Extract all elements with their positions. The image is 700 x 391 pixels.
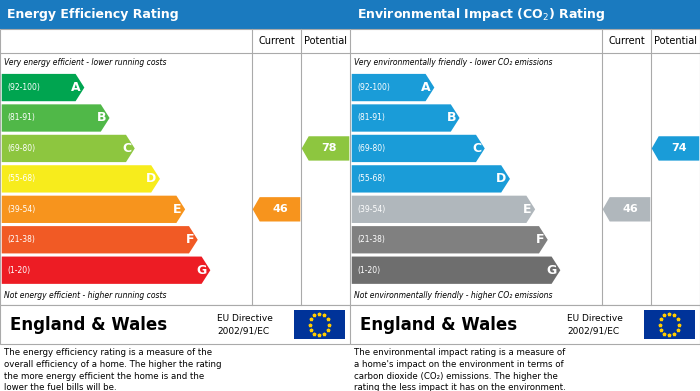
- Polygon shape: [351, 74, 434, 101]
- Text: The energy efficiency rating is a measure of the
overall efficiency of a home. T: The energy efficiency rating is a measur…: [4, 348, 221, 391]
- Text: (69-80): (69-80): [7, 144, 35, 153]
- Text: (1-20): (1-20): [357, 266, 380, 275]
- Text: C: C: [472, 142, 482, 155]
- Text: (69-80): (69-80): [357, 144, 385, 153]
- Text: F: F: [536, 233, 545, 246]
- Polygon shape: [253, 197, 300, 221]
- Text: Very energy efficient - lower running costs: Very energy efficient - lower running co…: [4, 58, 166, 67]
- Text: (1-20): (1-20): [7, 266, 30, 275]
- Polygon shape: [1, 196, 185, 223]
- Text: EU Directive
2002/91/EC: EU Directive 2002/91/EC: [567, 314, 623, 335]
- Polygon shape: [1, 135, 134, 162]
- Text: A: A: [421, 81, 431, 94]
- Polygon shape: [351, 256, 560, 284]
- Polygon shape: [652, 136, 699, 161]
- Text: F: F: [186, 233, 195, 246]
- Text: E: E: [173, 203, 182, 216]
- Polygon shape: [1, 226, 198, 253]
- Text: Very environmentally friendly - lower CO₂ emissions: Very environmentally friendly - lower CO…: [354, 58, 552, 67]
- Polygon shape: [351, 104, 459, 132]
- Text: 74: 74: [671, 143, 687, 153]
- Text: (39-54): (39-54): [357, 205, 385, 214]
- Text: 46: 46: [272, 204, 288, 214]
- Text: Not environmentally friendly - higher CO₂ emissions: Not environmentally friendly - higher CO…: [354, 291, 552, 300]
- Text: D: D: [146, 172, 157, 185]
- Text: G: G: [197, 264, 207, 277]
- Bar: [644, 310, 694, 339]
- Text: (55-68): (55-68): [7, 174, 35, 183]
- Polygon shape: [351, 165, 510, 192]
- Polygon shape: [1, 165, 160, 192]
- Polygon shape: [1, 74, 84, 101]
- Polygon shape: [302, 136, 349, 161]
- Text: (92-100): (92-100): [7, 83, 40, 92]
- Bar: [0, 29, 350, 305]
- Text: Potential: Potential: [304, 36, 347, 46]
- Text: England & Wales: England & Wales: [10, 316, 167, 334]
- Text: E: E: [523, 203, 532, 216]
- Text: 46: 46: [622, 204, 638, 214]
- Text: (81-91): (81-91): [7, 113, 35, 122]
- Text: England & Wales: England & Wales: [360, 316, 517, 334]
- Text: Not energy efficient - higher running costs: Not energy efficient - higher running co…: [4, 291, 166, 300]
- Text: D: D: [496, 172, 507, 185]
- Text: B: B: [447, 111, 456, 124]
- Text: Potential: Potential: [654, 36, 697, 46]
- Text: Current: Current: [608, 36, 645, 46]
- Text: (92-100): (92-100): [357, 83, 390, 92]
- Bar: [350, 0, 700, 29]
- Polygon shape: [1, 256, 210, 284]
- Text: B: B: [97, 111, 106, 124]
- Text: G: G: [547, 264, 557, 277]
- Text: Environmental Impact (CO$_2$) Rating: Environmental Impact (CO$_2$) Rating: [357, 6, 606, 23]
- Text: (81-91): (81-91): [357, 113, 385, 122]
- Text: C: C: [122, 142, 132, 155]
- Bar: [350, 29, 700, 305]
- Text: Current: Current: [258, 36, 295, 46]
- Bar: [0, 0, 350, 29]
- Bar: [350, 305, 700, 344]
- Bar: [294, 310, 344, 339]
- Polygon shape: [351, 196, 535, 223]
- Polygon shape: [603, 197, 650, 221]
- Text: (21-38): (21-38): [7, 235, 35, 244]
- Polygon shape: [351, 226, 547, 253]
- Text: A: A: [71, 81, 80, 94]
- Polygon shape: [1, 104, 109, 132]
- Bar: [0, 305, 350, 344]
- Polygon shape: [351, 135, 484, 162]
- Text: (21-38): (21-38): [357, 235, 385, 244]
- Text: Energy Efficiency Rating: Energy Efficiency Rating: [7, 8, 178, 21]
- Text: (55-68): (55-68): [357, 174, 385, 183]
- Text: 78: 78: [321, 143, 337, 153]
- Text: (39-54): (39-54): [7, 205, 35, 214]
- Text: The environmental impact rating is a measure of
a home's impact on the environme: The environmental impact rating is a mea…: [354, 348, 566, 391]
- Text: EU Directive
2002/91/EC: EU Directive 2002/91/EC: [217, 314, 273, 335]
